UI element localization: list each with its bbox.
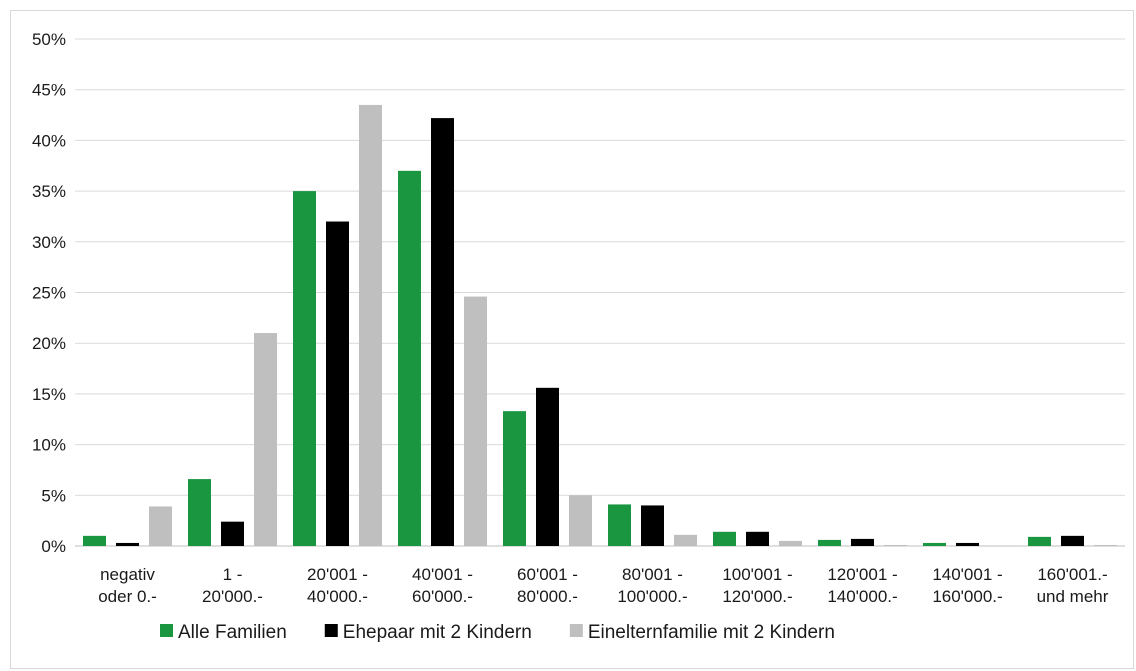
bar <box>641 505 664 546</box>
y-tick-label: 0% <box>41 537 66 556</box>
x-tick-label-line: 140'000.- <box>827 587 897 606</box>
bar <box>254 333 277 546</box>
bar <box>608 504 631 546</box>
chart-frame <box>10 10 1134 669</box>
x-tick-label-line: 1 - <box>223 565 243 584</box>
y-tick-label: 50% <box>32 30 66 49</box>
x-tick-label-line: 40'000.- <box>307 587 368 606</box>
x-tick-label-line: 120'001 - <box>827 565 897 584</box>
y-tick-label: 15% <box>32 385 66 404</box>
bar <box>569 495 592 546</box>
x-tick-label-line: 60'000.- <box>412 587 473 606</box>
legend-label: Einelternfamilie mit 2 Kindern <box>588 622 835 643</box>
x-tick-label-line: 80'000.- <box>517 587 578 606</box>
x-tick-label: 100'001 - 120'000.- <box>722 565 792 606</box>
legend: Alle Familien Ehepaar mit 2 Kindern Einelt… <box>160 622 835 643</box>
bar <box>326 221 349 546</box>
x-tick-label-line: und mehr <box>1037 587 1109 606</box>
y-tick-label: 25% <box>32 284 66 303</box>
x-tick-label: 20'001 - 40'000.- <box>307 565 368 606</box>
x-tick-label: 80'001 - 100'000.- <box>617 565 687 606</box>
x-tick-label-line: 100'000.- <box>617 587 687 606</box>
bar <box>359 104 382 546</box>
legend-label: Alle Familien <box>178 622 287 643</box>
x-tick-label-line: 140'001 - <box>932 565 1002 584</box>
x-tick-label-line: oder 0.- <box>98 587 157 606</box>
x-tick-label-line: 160'001.- <box>1037 565 1107 584</box>
bar <box>503 411 526 546</box>
y-axis: 0% 5% 10% 15% 20% 25% 30% 35% 40% 45% 50% <box>32 30 66 556</box>
bar <box>149 506 172 546</box>
x-tick-label: negativ oder 0.- <box>98 565 157 606</box>
x-tick-label-line: 120'000.- <box>722 587 792 606</box>
bar <box>188 479 211 546</box>
bar <box>536 387 559 546</box>
bar <box>989 545 1012 546</box>
bar <box>713 531 736 546</box>
x-tick-label-line: 80'001 - <box>622 565 683 584</box>
bar <box>116 542 139 546</box>
x-tick-label-line: 40'001 - <box>412 565 473 584</box>
x-tick-label-line: negativ <box>100 565 155 584</box>
x-tick-label-line: 60'001 - <box>517 565 578 584</box>
x-tick-label: 1 - 20'000.- <box>202 565 263 606</box>
y-tick-label: 10% <box>32 436 66 455</box>
gridlines <box>75 38 1125 547</box>
bar <box>293 191 316 546</box>
bar <box>674 534 697 546</box>
bars <box>83 104 1117 546</box>
x-tick-label: 140'001 - 160'000.- <box>932 565 1002 606</box>
y-tick-label: 35% <box>32 182 66 201</box>
x-tick-label-line: 100'001 - <box>722 565 792 584</box>
legend-swatch <box>324 624 338 637</box>
y-tick-label: 5% <box>41 486 66 505</box>
x-tick-label: 160'001.- und mehr <box>1037 565 1109 606</box>
bar <box>221 521 244 546</box>
y-tick-label: 20% <box>32 334 66 353</box>
x-tick-label: 40'001 - 60'000.- <box>412 565 473 606</box>
bar <box>1061 535 1084 546</box>
x-tick-label-line: 160'000.- <box>932 587 1002 606</box>
bar <box>851 538 874 546</box>
x-tick-label-line: 20'000.- <box>202 587 263 606</box>
legend-swatch <box>569 624 583 637</box>
x-tick-label: 60'001 - 80'000.- <box>517 565 578 606</box>
bar <box>1094 544 1117 546</box>
bar <box>1028 536 1051 546</box>
bar <box>746 531 769 546</box>
x-axis: negativ oder 0.- 1 - 20'000.- 20'001 - 40'000… <box>98 565 1109 606</box>
x-tick-label-line: 20'001 - <box>307 565 368 584</box>
y-tick-label: 40% <box>32 131 66 150</box>
bar <box>83 535 106 546</box>
y-tick-label: 30% <box>32 233 66 252</box>
bar <box>464 296 487 546</box>
y-tick-label: 45% <box>32 81 66 100</box>
bar <box>779 540 802 546</box>
bar <box>818 539 841 546</box>
bar <box>431 118 454 546</box>
bar <box>398 170 421 546</box>
legend-swatch <box>160 624 173 637</box>
bar <box>923 542 946 546</box>
bar <box>884 544 907 546</box>
x-tick-label: 120'001 - 140'000.- <box>827 565 897 606</box>
legend-label: Ehepaar mit 2 Kindern <box>343 622 532 643</box>
bar <box>956 542 979 546</box>
